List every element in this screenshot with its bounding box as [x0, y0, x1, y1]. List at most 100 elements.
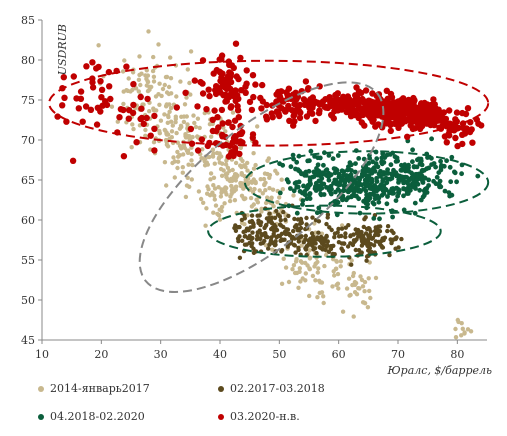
point-s2-479 — [317, 178, 323, 184]
point-s3-5 — [103, 101, 111, 109]
point-s3-37 — [151, 125, 158, 132]
point-s3-27 — [105, 68, 113, 76]
point-s2-123 — [339, 168, 345, 174]
point-s1-253 — [393, 246, 398, 251]
point-s2-501 — [297, 189, 303, 194]
point-s0-325 — [218, 194, 224, 199]
point-s0-461 — [303, 260, 308, 266]
point-s1-109 — [263, 223, 269, 228]
point-s3-4 — [70, 73, 78, 80]
point-s0-428 — [267, 186, 272, 191]
point-s0-343 — [211, 210, 216, 215]
point-s0-31 — [157, 102, 162, 108]
point-s0-95 — [130, 122, 135, 127]
point-s0-547 — [366, 276, 371, 281]
point-s0-85 — [160, 86, 166, 92]
point-s0-479 — [319, 280, 325, 285]
point-s0-552 — [362, 289, 367, 294]
point-s2-321 — [374, 156, 380, 162]
point-s2-340 — [367, 155, 373, 161]
point-s2-289 — [363, 183, 369, 189]
point-s0-557 — [348, 292, 353, 298]
point-s3-253 — [307, 96, 314, 103]
point-s3-102 — [218, 106, 226, 114]
point-s2-467 — [284, 177, 290, 183]
point-s0-296 — [198, 196, 204, 202]
point-s2-408 — [385, 170, 391, 176]
cluster-ellipse-3 — [138, 81, 385, 293]
point-s3-646 — [398, 119, 406, 127]
point-s0-496 — [283, 265, 289, 270]
point-s3-168 — [249, 134, 256, 141]
point-s0-540 — [340, 309, 346, 314]
point-s0-432 — [265, 171, 270, 177]
point-s0-527 — [299, 243, 304, 248]
point-s0-29 — [162, 112, 167, 117]
point-s2-438 — [398, 167, 404, 173]
point-s0-155 — [209, 134, 214, 139]
point-s0-138 — [162, 160, 168, 165]
point-s3-665 — [385, 115, 392, 122]
point-s0-54 — [151, 74, 157, 80]
point-s3-274 — [302, 78, 310, 85]
point-s3-146 — [216, 68, 223, 76]
point-s0-270 — [212, 161, 217, 166]
point-s2-311 — [358, 188, 363, 194]
point-s3-442 — [334, 97, 341, 104]
point-s1-103 — [258, 236, 263, 242]
point-s3-411 — [352, 92, 359, 99]
point-s0-319 — [186, 162, 191, 167]
point-s3-210 — [258, 105, 265, 112]
point-s0-309 — [223, 162, 229, 167]
point-s1-289 — [343, 234, 348, 240]
point-s3-34 — [75, 105, 83, 112]
point-s3-651 — [426, 114, 433, 122]
point-s3-690 — [452, 134, 459, 142]
point-s1-119 — [285, 227, 291, 232]
point-s1-123 — [242, 234, 248, 239]
point-s3-144 — [235, 114, 242, 121]
point-s0-94 — [126, 76, 131, 81]
point-s3-170 — [238, 129, 246, 136]
point-s0-498 — [300, 276, 305, 281]
point-s0-523 — [338, 264, 343, 269]
point-s3-9 — [98, 94, 105, 101]
point-s0-407 — [261, 176, 267, 182]
point-s0-140 — [255, 124, 260, 129]
point-s3-51 — [133, 139, 140, 146]
point-s2-357 — [448, 179, 454, 185]
point-s2-206 — [375, 164, 381, 170]
point-s2-345 — [404, 191, 410, 196]
point-s0-45 — [187, 80, 192, 86]
point-s1-135 — [235, 236, 241, 241]
point-s2-229 — [384, 180, 390, 186]
point-s0-466 — [330, 284, 335, 289]
point-s0-226 — [179, 114, 184, 120]
y-tick-label-0: 45 — [21, 334, 35, 347]
point-s2-500 — [303, 173, 309, 178]
point-s2-276 — [326, 153, 332, 158]
point-s2-435 — [454, 179, 459, 185]
point-s0-69 — [188, 49, 194, 54]
point-s1-126 — [273, 242, 278, 247]
point-s1-320 — [356, 233, 361, 239]
point-s0-97 — [169, 119, 174, 124]
point-s3-172 — [236, 150, 243, 158]
point-s1-80 — [275, 212, 281, 217]
point-s1-329 — [366, 226, 371, 231]
point-s1-217 — [309, 231, 315, 236]
point-s2-448 — [441, 163, 447, 169]
point-s0-567 — [462, 330, 467, 335]
point-s0-439 — [291, 193, 296, 198]
point-s0-76 — [170, 123, 175, 128]
point-s3-139 — [233, 73, 240, 80]
point-s2-446 — [421, 167, 427, 173]
point-s3-664 — [395, 124, 402, 131]
point-s2-488 — [305, 184, 311, 190]
point-s0-401 — [275, 200, 280, 205]
point-s2-420 — [393, 159, 399, 164]
point-s3-141 — [229, 88, 237, 95]
point-s3-7 — [59, 102, 66, 109]
point-s0-64 — [164, 104, 169, 109]
point-s0-223 — [199, 156, 204, 161]
